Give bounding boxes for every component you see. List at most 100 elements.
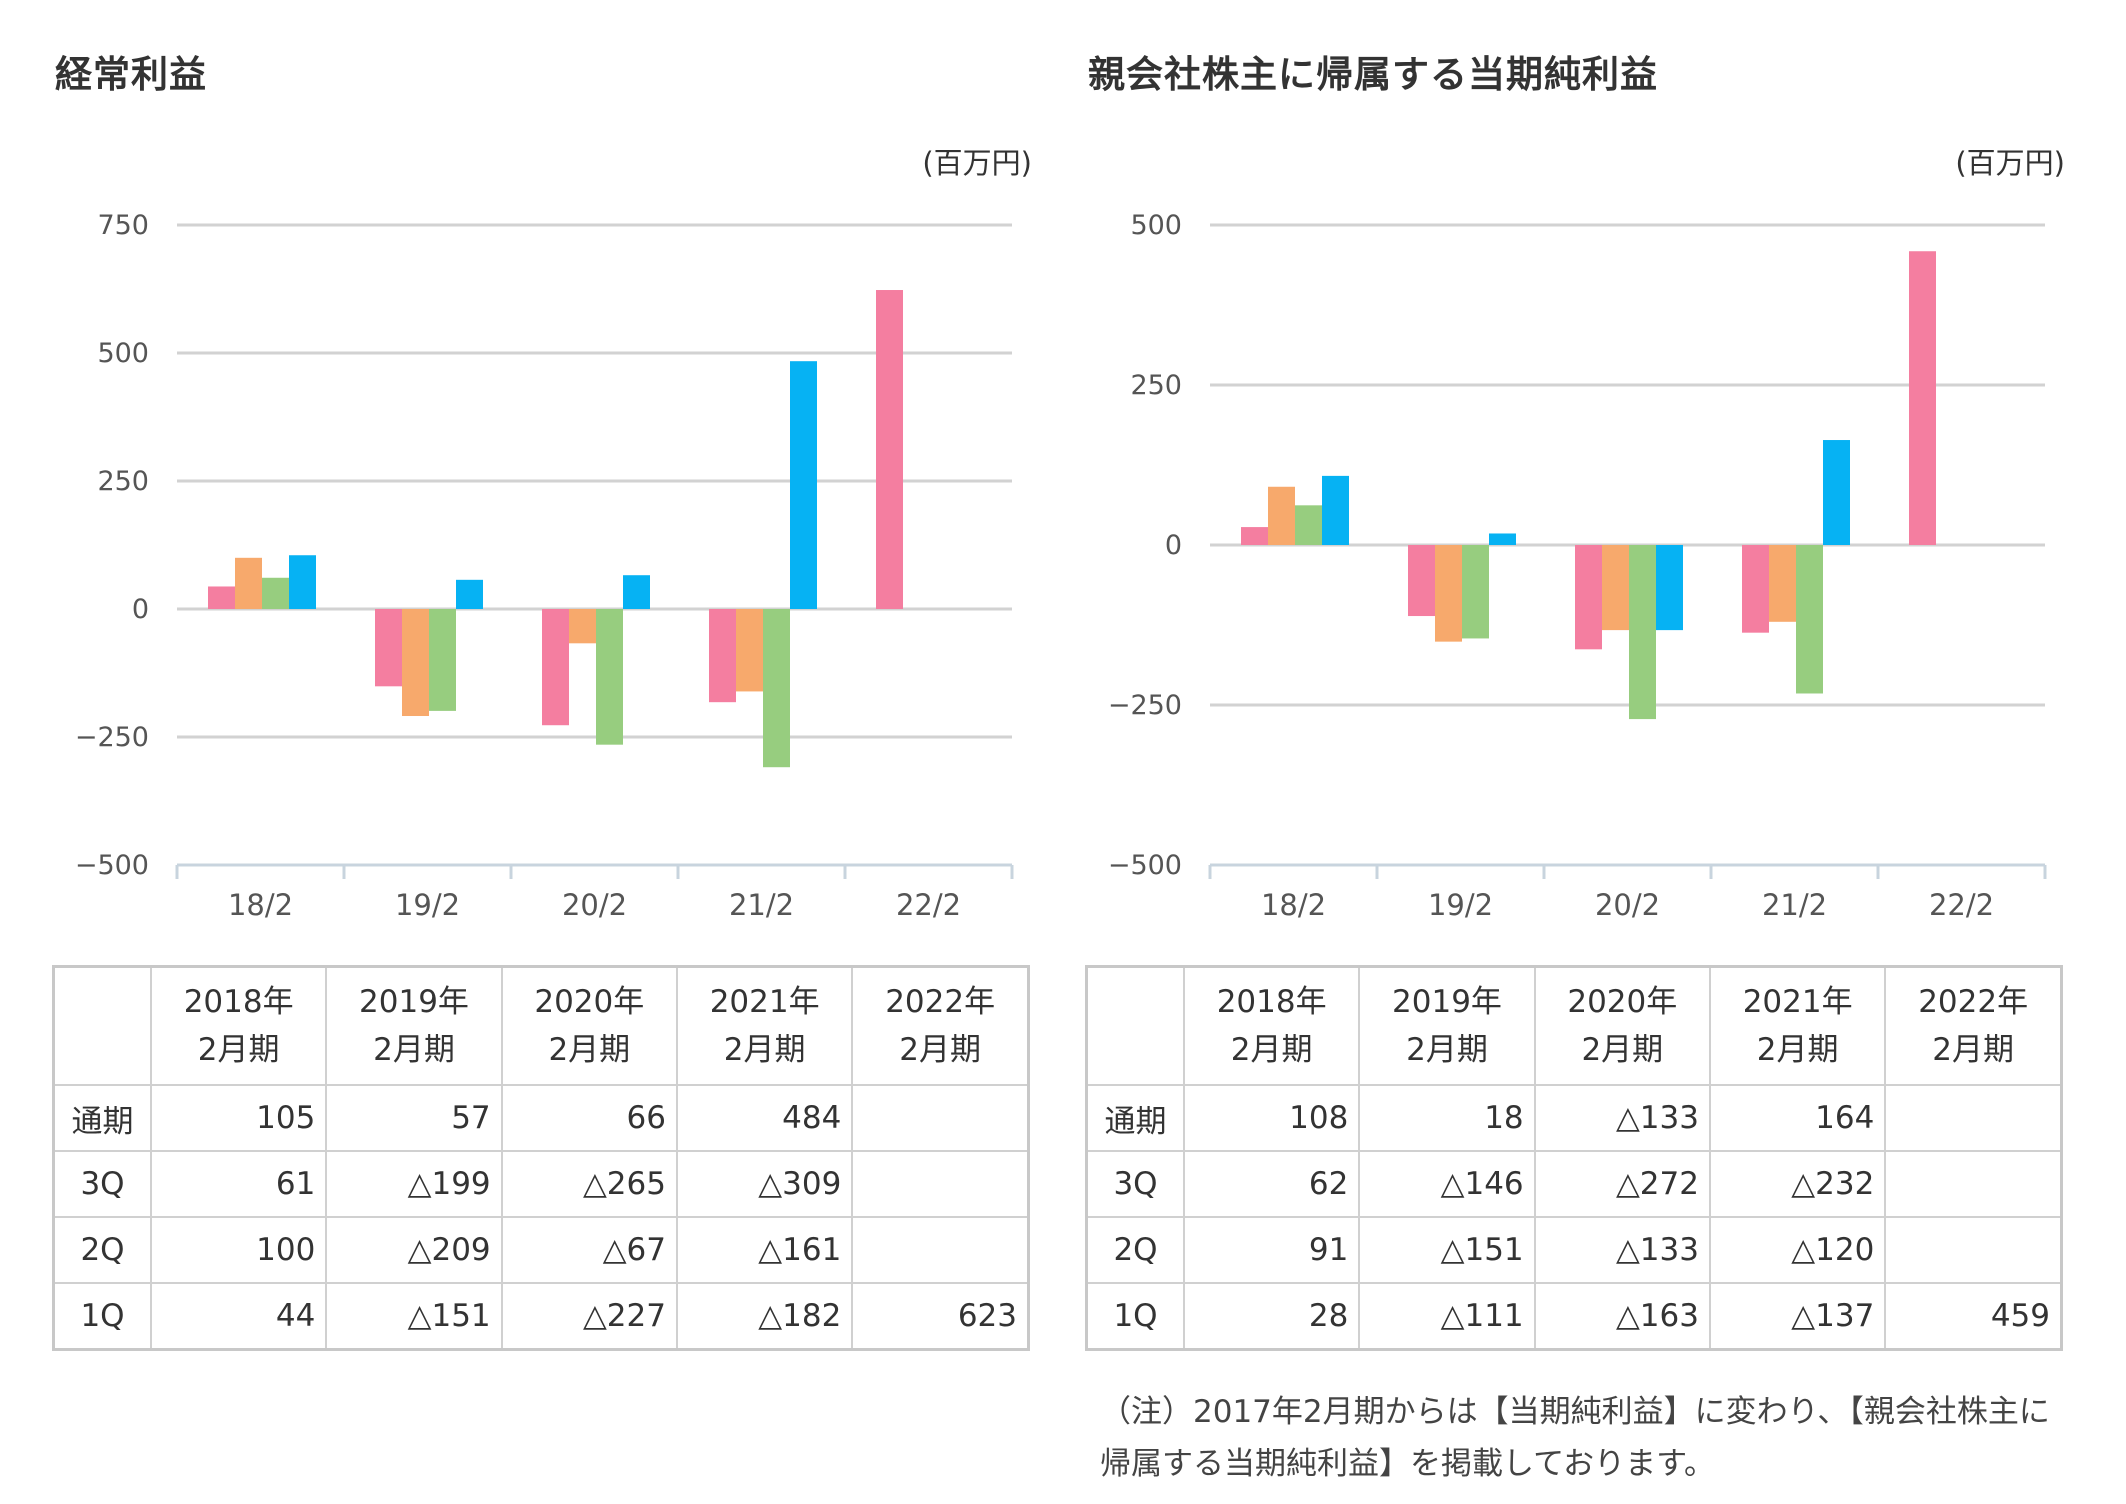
column-header-period: 2月期 [1756, 1032, 1839, 1068]
column-header: 2021年 2月期 [675, 965, 854, 1086]
bar [289, 555, 316, 609]
bar [736, 609, 763, 692]
bar [1241, 527, 1268, 545]
bar [235, 557, 262, 609]
table-cell [1884, 1150, 2063, 1218]
y-tick-label: −250 [75, 722, 149, 753]
row-header: 1Q [52, 1282, 152, 1351]
column-header-year: 2019年 [359, 984, 469, 1020]
table-row: 通期 105 57 66 484 [52, 1084, 1030, 1152]
table-cell: 623 [851, 1282, 1030, 1351]
table-cell: 28 [1182, 1282, 1361, 1351]
table-cell: △137 [1708, 1282, 1887, 1351]
ordinary-profit-panel: 経常利益 (百万円) 750 500 250 0 −250 −500 18/2 19/2 20/… [52, 0, 1052, 1504]
column-header: 2018年 2月期 [1182, 965, 1361, 1086]
column-header: 2019年 2月期 [325, 965, 503, 1086]
bar [1909, 251, 1936, 546]
bar [262, 577, 289, 609]
y-tick-label: 250 [1130, 370, 1182, 401]
table-cell: 484 [675, 1084, 854, 1152]
x-category-label: 20/2 [562, 888, 627, 922]
x-category-label: 22/2 [1929, 888, 1994, 922]
y-tick-label: 0 [1165, 530, 1182, 561]
table-corner-cell [1085, 965, 1185, 1086]
column-header: 2020年 2月期 [500, 965, 678, 1086]
bar [1435, 545, 1462, 642]
column-header-year: 2022年 [1918, 984, 2029, 1020]
y-tick-label: −250 [1108, 690, 1182, 721]
table-cell [851, 1150, 1030, 1218]
column-header-period: 2月期 [373, 1032, 455, 1068]
table-cell: 108 [1182, 1084, 1361, 1152]
ordinary-profit-chart: 750 500 250 0 −250 −500 18/2 19/2 20/2 21/2 22/2 [75, 210, 1014, 922]
column-header-year: 2018年 [1216, 984, 1327, 1020]
bar [1742, 545, 1769, 633]
row-header: 通期 [52, 1084, 152, 1152]
bar [1629, 545, 1656, 720]
table-cell: 44 [149, 1282, 328, 1351]
x-category-label: 19/2 [395, 888, 460, 922]
table-cell: 62 [1182, 1150, 1361, 1218]
bar [623, 575, 650, 609]
row-header: 3Q [52, 1150, 152, 1218]
table-cell: 105 [149, 1084, 328, 1152]
x-category-label: 18/2 [228, 888, 293, 922]
row-header: 通期 [1085, 1084, 1185, 1152]
table-cell: △199 [325, 1150, 503, 1218]
net-income-table: 2018年 2月期 2019年 2月期 2020年 2月期 2021年 2月期 2022年 2月期… [1085, 965, 2063, 1351]
y-tick-label: −500 [75, 850, 149, 881]
table-cell [1884, 1216, 2063, 1284]
x-category-label: 21/2 [1762, 888, 1827, 922]
bar [709, 609, 736, 703]
bar [1408, 545, 1435, 617]
table-corner-cell [52, 965, 152, 1086]
table-cell: △133 [1533, 1216, 1711, 1284]
table-cell: △161 [675, 1216, 854, 1284]
table-cell: △120 [1708, 1216, 1887, 1284]
row-header: 2Q [1085, 1216, 1185, 1284]
bar [208, 586, 235, 609]
column-header-period: 2月期 [899, 1032, 982, 1068]
bar [456, 579, 483, 609]
bar [1656, 545, 1683, 631]
table-cell: 61 [149, 1150, 328, 1218]
bar [542, 609, 569, 726]
table-cell: △265 [500, 1150, 678, 1218]
x-category-label: 20/2 [1595, 888, 1660, 922]
column-header-period: 2月期 [723, 1032, 806, 1068]
net-income-chart: 500 250 0 −250 −500 18/2 19/2 20/2 21/2 22/2 [1108, 210, 2047, 922]
table-row: 1Q 44 △151 △227 △182 623 [52, 1282, 1030, 1351]
chart-title: 経常利益 [55, 53, 207, 96]
unit-label: (百万円) [922, 146, 1032, 180]
table-cell: 91 [1182, 1216, 1361, 1284]
column-header-period: 2月期 [548, 1032, 631, 1068]
table-row: 1Q 28 △111 △163 △137 459 [1085, 1282, 2063, 1351]
ordinary-profit-table: 2018年 2月期 2019年 2月期 2020年 2月期 2021年 2月期 2022年 2月期… [52, 965, 1030, 1351]
column-header-period: 2月期 [1581, 1032, 1664, 1068]
bar [402, 609, 429, 717]
x-category-label: 18/2 [1261, 888, 1326, 922]
column-header-year: 2021年 [1742, 984, 1853, 1020]
table-cell: △309 [675, 1150, 854, 1218]
y-tick-label: 0 [132, 594, 149, 625]
column-header: 2019年 2月期 [1358, 965, 1536, 1086]
column-header: 2020年 2月期 [1533, 965, 1711, 1086]
table-cell: △111 [1358, 1282, 1536, 1351]
bar [1602, 545, 1629, 631]
column-header-period: 2月期 [1406, 1032, 1488, 1068]
column-header: 2021年 2月期 [1708, 965, 1887, 1086]
row-header: 2Q [52, 1216, 152, 1284]
table-row: 通期 108 18 △133 164 [1085, 1084, 2063, 1152]
column-header-year: 2019年 [1392, 984, 1502, 1020]
table-cell: △146 [1358, 1150, 1536, 1218]
bar [763, 609, 790, 768]
table-cell: 57 [325, 1084, 503, 1152]
row-header: 3Q [1085, 1150, 1185, 1218]
column-header: 2022年 2月期 [851, 965, 1030, 1086]
column-header-year: 2018年 [183, 984, 294, 1020]
y-tick-label: 500 [1130, 210, 1182, 241]
bar [790, 361, 817, 609]
y-tick-label: 750 [97, 210, 149, 241]
bar [569, 609, 596, 644]
column-header: 2022年 2月期 [1884, 965, 2063, 1086]
